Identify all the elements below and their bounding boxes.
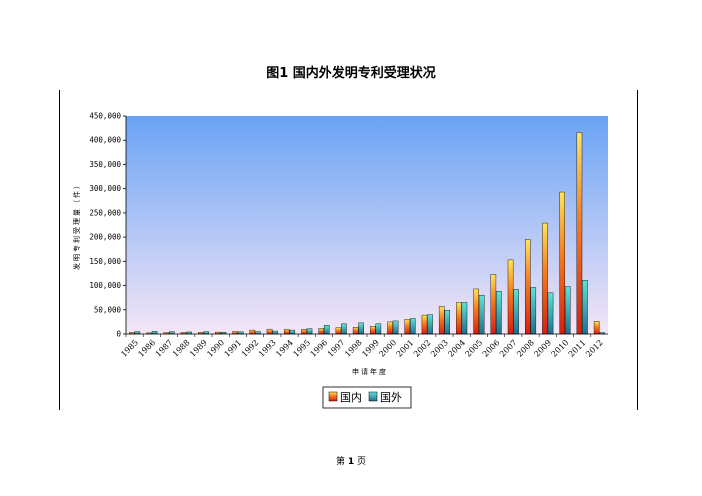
y-tick-label: 200,000 bbox=[89, 233, 121, 242]
bars bbox=[129, 132, 605, 335]
bar-foreign bbox=[392, 320, 399, 335]
bar-domestic bbox=[335, 327, 342, 335]
bar-domestic bbox=[593, 321, 600, 335]
bar-domestic bbox=[456, 302, 462, 335]
x-tick-label: 2009 bbox=[532, 338, 553, 359]
bar-domestic bbox=[318, 328, 324, 335]
y-tick-label: 150,000 bbox=[89, 257, 121, 266]
x-tick-label: 2004 bbox=[446, 338, 467, 359]
x-tick-label: 1992 bbox=[240, 338, 261, 359]
bar-domestic bbox=[507, 259, 514, 335]
bar-domestic bbox=[249, 329, 256, 335]
right-border-line bbox=[637, 90, 638, 410]
page-title: 图1 国内外发明专利受理状况 bbox=[266, 66, 436, 81]
legend-label-foreign: 国外 bbox=[380, 391, 402, 404]
footer-suffix: 页 bbox=[354, 457, 366, 467]
x-axis: 1985198619871988198919901991199219931994… bbox=[119, 333, 608, 359]
x-tick-label: 1997 bbox=[326, 338, 347, 359]
y-tick-label: 0 bbox=[116, 330, 121, 339]
y-tick-label: 100,000 bbox=[89, 281, 121, 290]
y-axis: 0 50,000 100,000 150,000 200,000 250,000 300,0… bbox=[89, 112, 127, 339]
x-tick-label: 1991 bbox=[223, 338, 244, 359]
x-tick-label: 2000 bbox=[377, 338, 398, 359]
bar-domestic bbox=[283, 329, 290, 335]
bar-foreign bbox=[272, 330, 278, 335]
page-number: 1 bbox=[347, 457, 355, 467]
bar-foreign bbox=[323, 325, 330, 335]
x-tick-label: 1994 bbox=[274, 338, 295, 359]
x-tick-label: 1985 bbox=[119, 338, 140, 359]
x-tick-label: 1988 bbox=[171, 338, 192, 359]
x-tick-label: 2001 bbox=[395, 338, 416, 359]
x-tick-label: 2005 bbox=[464, 338, 485, 359]
y-axis-title: 发明专利受理量（件） bbox=[72, 180, 81, 270]
bar-foreign bbox=[496, 291, 502, 335]
legend-label-domestic: 国内 bbox=[340, 390, 362, 404]
y-tick-label: 300,000 bbox=[89, 184, 121, 193]
bar-foreign bbox=[478, 295, 485, 335]
bar-foreign bbox=[410, 318, 416, 335]
x-tick-label: 1987 bbox=[154, 338, 175, 359]
bar-foreign bbox=[375, 323, 382, 335]
bar-foreign bbox=[358, 322, 364, 335]
x-tick-label: 1993 bbox=[257, 338, 278, 359]
legend-swatch-foreign bbox=[368, 391, 378, 402]
x-axis-title: 申请年度 bbox=[352, 367, 388, 376]
x-tick-label: 2002 bbox=[412, 338, 433, 359]
x-tick-label: 1989 bbox=[188, 338, 209, 359]
footer-prefix: 第 bbox=[335, 457, 348, 467]
x-tick-label: 1999 bbox=[360, 338, 381, 359]
y-tick-label: 350,000 bbox=[89, 160, 121, 169]
x-tick-label: 2011 bbox=[567, 338, 588, 359]
page-footer: 第 1 页 bbox=[0, 454, 702, 467]
x-tick-label: 2003 bbox=[429, 338, 450, 359]
x-tick-label: 1990 bbox=[205, 338, 226, 359]
bar-foreign bbox=[513, 289, 519, 335]
bar-domestic bbox=[490, 274, 497, 335]
bar-domestic bbox=[473, 288, 479, 335]
bar-foreign bbox=[341, 323, 347, 335]
bar-foreign bbox=[444, 310, 451, 335]
x-tick-label: 1996 bbox=[309, 338, 330, 359]
bar-domestic bbox=[542, 222, 548, 335]
y-tick-label: 400,000 bbox=[89, 136, 121, 145]
legend: 国内 国外 bbox=[322, 386, 412, 409]
bar-foreign bbox=[289, 329, 296, 335]
y-tick-label: 250,000 bbox=[89, 208, 121, 217]
bar-domestic bbox=[370, 326, 376, 335]
bar-foreign bbox=[427, 314, 433, 335]
x-tick-label: 1986 bbox=[136, 338, 157, 359]
bar-domestic bbox=[266, 328, 273, 335]
bar-domestic bbox=[438, 306, 445, 335]
bar-foreign bbox=[564, 286, 571, 335]
legend-swatch-domestic bbox=[328, 391, 338, 402]
x-tick-label: 2007 bbox=[498, 338, 519, 359]
bar-domestic bbox=[559, 191, 565, 335]
x-tick-label: 1995 bbox=[291, 338, 312, 359]
bar-domestic bbox=[421, 314, 428, 335]
x-tick-label: 2008 bbox=[515, 338, 536, 359]
x-tick-label: 2012 bbox=[584, 338, 605, 359]
x-tick-label: 2006 bbox=[481, 338, 502, 359]
bar-foreign bbox=[547, 292, 554, 335]
y-tick-label: 450,000 bbox=[89, 112, 121, 121]
bar-domestic bbox=[576, 132, 583, 335]
y-tick-label: 50,000 bbox=[94, 305, 122, 314]
bar-foreign bbox=[461, 302, 468, 335]
bar-foreign bbox=[582, 280, 588, 335]
bar-foreign bbox=[306, 328, 313, 335]
bar-domestic bbox=[387, 321, 393, 335]
legend-box bbox=[322, 386, 412, 409]
x-tick-label: 1998 bbox=[343, 338, 364, 359]
left-border-line bbox=[59, 90, 60, 410]
bar-domestic bbox=[301, 329, 307, 335]
bar-domestic bbox=[352, 327, 359, 335]
bar-foreign bbox=[530, 287, 537, 335]
bar-domestic bbox=[524, 239, 531, 335]
x-tick-label: 2010 bbox=[550, 338, 571, 359]
bar-domestic bbox=[404, 319, 411, 335]
